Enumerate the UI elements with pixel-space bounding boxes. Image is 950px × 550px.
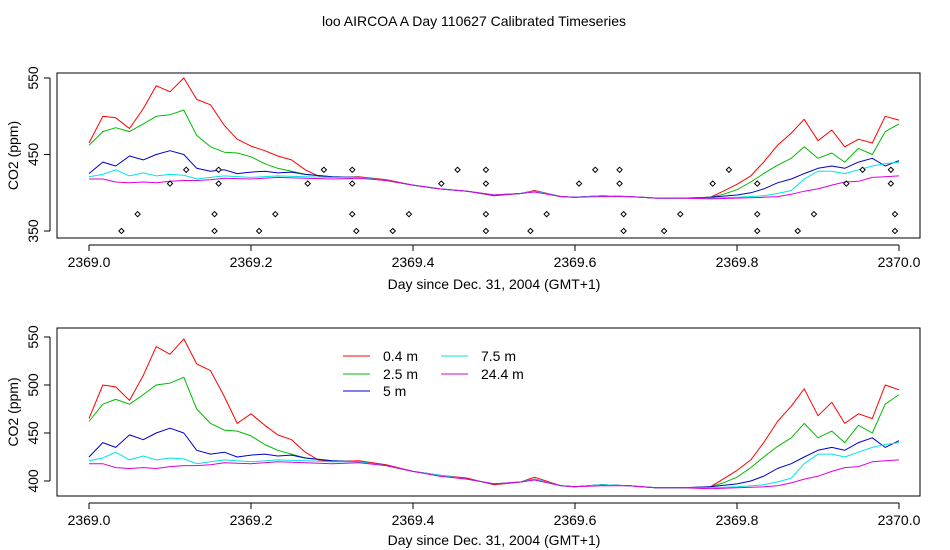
flag-point bbox=[182, 166, 190, 174]
bottom-series-line-2-5-m bbox=[88, 376, 900, 489]
top-plot-area bbox=[88, 77, 900, 200]
flag-point bbox=[320, 166, 328, 174]
bottom-x-tick-label: 2370.0 bbox=[878, 512, 921, 528]
legend-label-7-5-m: 7.5 m bbox=[481, 348, 516, 364]
top-x-axis: 2369.0 2369.2 2369.4 2369.6 2369.8 2370.0 bbox=[68, 244, 921, 270]
flag-point bbox=[620, 210, 627, 218]
top-x-tick-label: 2369.8 bbox=[716, 254, 759, 270]
flag-point bbox=[482, 227, 490, 235]
top-plot-frame bbox=[56, 72, 921, 239]
legend-label-2-5-m: 2.5 m bbox=[383, 366, 418, 382]
legend-label-24-4-m: 24.4 m bbox=[481, 366, 524, 382]
top-x-axis-title: Day since Dec. 31, 2004 (GMT+1) bbox=[388, 276, 601, 292]
bottom-y-tick-label: 400 bbox=[25, 469, 41, 493]
bottom-x-axis: 2369.0 2369.2 2369.4 2369.6 2369.8 2370.0 bbox=[68, 502, 921, 528]
top-series-line-0-4-m bbox=[88, 77, 900, 199]
flag-point bbox=[891, 227, 899, 235]
flag-point bbox=[211, 227, 218, 235]
flag-point bbox=[887, 180, 895, 187]
bottom-x-tick-label: 2369.2 bbox=[230, 512, 273, 528]
flag-point bbox=[352, 227, 360, 235]
flag-point bbox=[676, 210, 684, 218]
flag-point bbox=[118, 227, 125, 235]
flag-point bbox=[482, 166, 490, 174]
bottom-panel: 2369.0 2369.2 2369.4 2369.6 2369.8 2370.0 400… bbox=[5, 325, 921, 548]
flag-point bbox=[348, 210, 356, 218]
top-series-line-5-m bbox=[88, 150, 900, 199]
legend-label-0-4-m: 0.4 m bbox=[383, 348, 418, 364]
legend: 0.4 m 2.5 m5 m 7.5 m 24.4 m bbox=[343, 348, 524, 399]
top-series-line-2-5-m bbox=[88, 109, 900, 199]
flag-point bbox=[271, 210, 279, 218]
flag-point bbox=[527, 227, 534, 235]
flag-point bbox=[482, 210, 490, 218]
legend-label-5-m: 5 m bbox=[383, 383, 406, 399]
flag-point bbox=[211, 210, 218, 218]
bottom-series-line-24-4-m bbox=[89, 459, 900, 490]
top-y-axis: 350 450 550 bbox=[25, 66, 51, 243]
bottom-x-axis-title: Day since Dec. 31, 2004 (GMT+1) bbox=[388, 532, 601, 548]
top-x-tick-label: 2369.0 bbox=[68, 254, 111, 270]
flag-point bbox=[215, 166, 222, 174]
flag-point bbox=[405, 210, 413, 218]
bottom-y-tick-label: 550 bbox=[25, 325, 41, 349]
top-series-line-24-4-m bbox=[89, 175, 900, 200]
bottom-y-tick-label: 450 bbox=[25, 421, 41, 445]
top-y-tick-label: 450 bbox=[25, 143, 41, 167]
flag-point bbox=[166, 180, 174, 187]
flag-point bbox=[438, 180, 445, 187]
flag-point bbox=[215, 180, 222, 187]
top-panel: 2369.0 2369.2 2369.4 2369.6 2369.8 2370.0 350… bbox=[5, 66, 921, 292]
flag-point bbox=[389, 227, 397, 235]
flag-point bbox=[482, 180, 490, 187]
flag-point bbox=[810, 210, 818, 218]
bottom-series-line-5-m bbox=[88, 427, 900, 489]
flag-point bbox=[753, 210, 761, 218]
bottom-x-tick-label: 2369.0 bbox=[68, 512, 111, 528]
top-x-tick-label: 2369.2 bbox=[230, 254, 273, 270]
top-y-tick-label: 350 bbox=[25, 219, 41, 243]
flag-point bbox=[591, 166, 599, 174]
flag-point bbox=[709, 180, 717, 187]
flag-point bbox=[134, 210, 141, 218]
bottom-x-tick-label: 2369.8 bbox=[716, 512, 759, 528]
flag-point bbox=[543, 210, 550, 218]
flag-point bbox=[616, 180, 623, 187]
flag-point bbox=[255, 227, 263, 235]
flag-point bbox=[575, 180, 583, 187]
bottom-y-axis-title: CO2 (ppm) bbox=[5, 377, 21, 446]
bottom-y-axis: 400 450 500 550 bbox=[25, 325, 51, 493]
flag-point bbox=[859, 166, 866, 174]
flag-point bbox=[891, 210, 899, 218]
flag-point bbox=[753, 180, 761, 187]
top-x-tick-label: 2369.6 bbox=[554, 254, 597, 270]
bottom-y-tick-label: 500 bbox=[25, 373, 41, 397]
flag-point bbox=[454, 166, 461, 174]
bottom-x-tick-label: 2369.4 bbox=[392, 512, 435, 528]
top-flag-points bbox=[118, 166, 899, 235]
flag-point bbox=[887, 166, 895, 174]
flag-point bbox=[660, 227, 668, 235]
bottom-series-line-0-4-m bbox=[88, 338, 900, 489]
top-x-tick-label: 2369.4 bbox=[392, 254, 435, 270]
top-y-axis-title: CO2 (ppm) bbox=[5, 121, 21, 190]
flag-point bbox=[843, 180, 850, 187]
flag-point bbox=[794, 227, 802, 235]
top-x-tick-label: 2370.0 bbox=[878, 254, 921, 270]
flag-point bbox=[348, 180, 356, 187]
flag-point bbox=[753, 227, 761, 235]
flag-point bbox=[304, 180, 312, 187]
bottom-plot-area bbox=[88, 338, 900, 490]
flag-point bbox=[616, 166, 623, 174]
bottom-x-tick-label: 2369.6 bbox=[554, 512, 597, 528]
flag-point bbox=[725, 166, 733, 174]
top-y-tick-label: 550 bbox=[25, 66, 41, 90]
flag-point bbox=[620, 227, 627, 235]
figure-title: loo AIRCOA A Day 110627 Calibrated Times… bbox=[322, 13, 626, 29]
bottom-plot-frame bbox=[56, 327, 921, 497]
flag-point bbox=[348, 166, 356, 174]
